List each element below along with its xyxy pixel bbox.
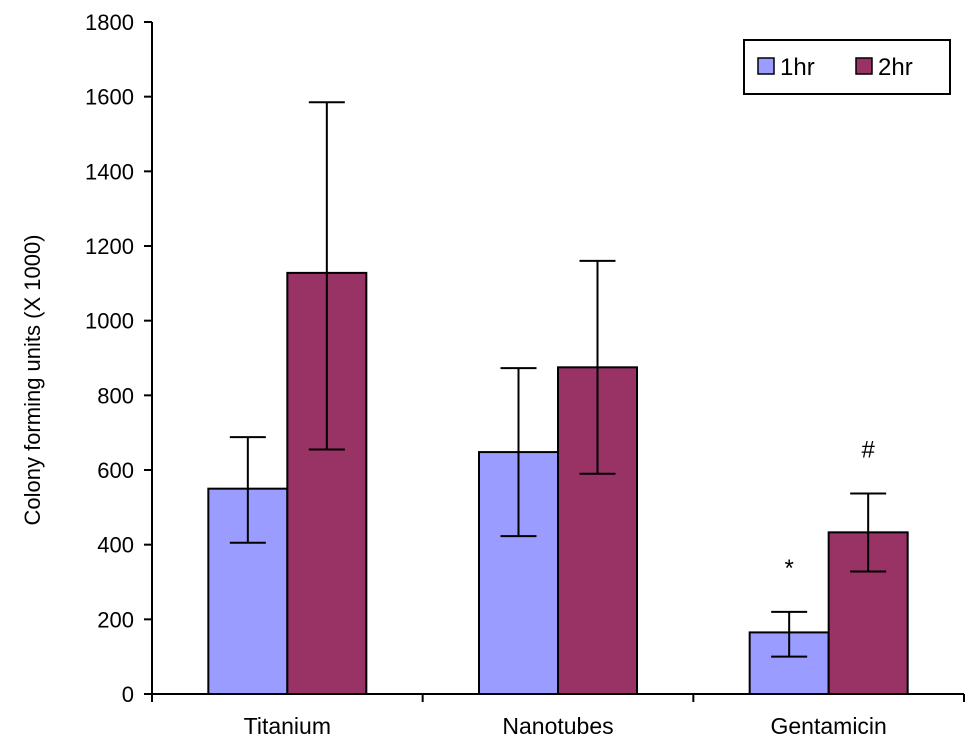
bars [207, 271, 909, 696]
legend-label: 1hr [780, 54, 815, 81]
y-tick-label: 1400 [85, 159, 134, 184]
error-bars [229, 101, 887, 658]
y-tick-label: 1000 [85, 309, 134, 334]
legend: 1hr 2hr [743, 39, 951, 95]
legend-box [743, 39, 951, 95]
significance-marker: * [784, 555, 793, 582]
y-tick-label: 600 [97, 458, 134, 483]
legend-label: 2hr [878, 54, 913, 81]
bar [478, 451, 559, 695]
x-axis: Titanium Nanotubes Gentamicin [151, 693, 965, 739]
x-category-label: Nanotubes [502, 713, 613, 739]
y-tick-label: 800 [97, 383, 134, 408]
y-axis-label: Colony forming units (X 1000) [20, 234, 45, 525]
y-tick-label: 200 [97, 607, 134, 632]
y-tick-label: 0 [122, 682, 134, 707]
y-tick-label: 400 [97, 533, 134, 558]
annotations: *# [784, 437, 875, 582]
y-tick-label: 1800 [85, 10, 134, 35]
legend-swatch [757, 57, 775, 75]
significance-marker: # [861, 437, 875, 464]
y-tick-label: 1600 [85, 85, 134, 110]
x-category-label: Gentamicin [771, 713, 887, 739]
bar [207, 487, 289, 695]
x-category-label: Titanium [244, 713, 331, 739]
y-axis: 0 200 400 600 800 1000 1200 1400 1600 1800 [85, 10, 153, 707]
y-tick-label: 1200 [85, 234, 134, 259]
legend-swatch [855, 57, 873, 75]
